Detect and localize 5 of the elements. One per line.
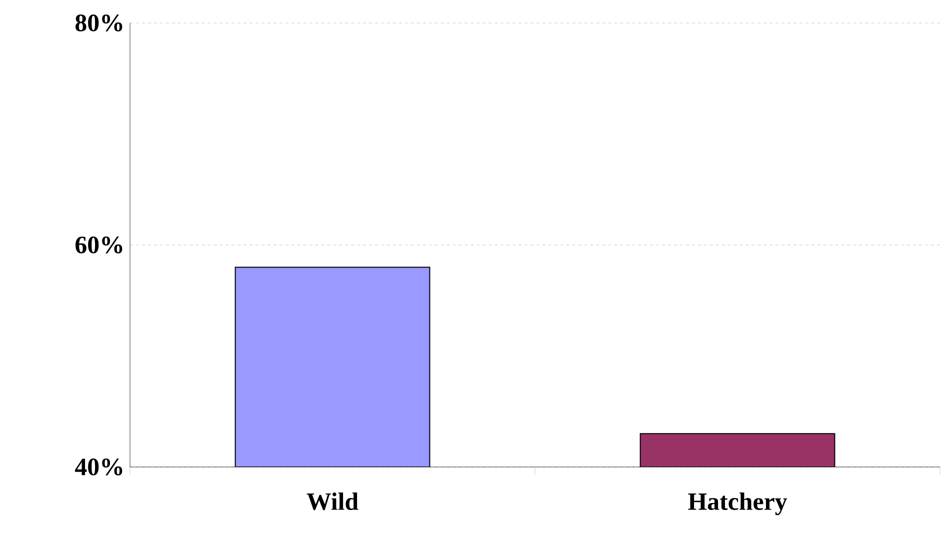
y-tick-label: 40% [75,458,122,476]
x-tick-label: Hatchery [688,492,788,516]
y-tick-label: 80% [76,14,122,32]
y-tick-label: 60% [76,236,122,254]
x-tick-label: Wild [306,492,358,510]
